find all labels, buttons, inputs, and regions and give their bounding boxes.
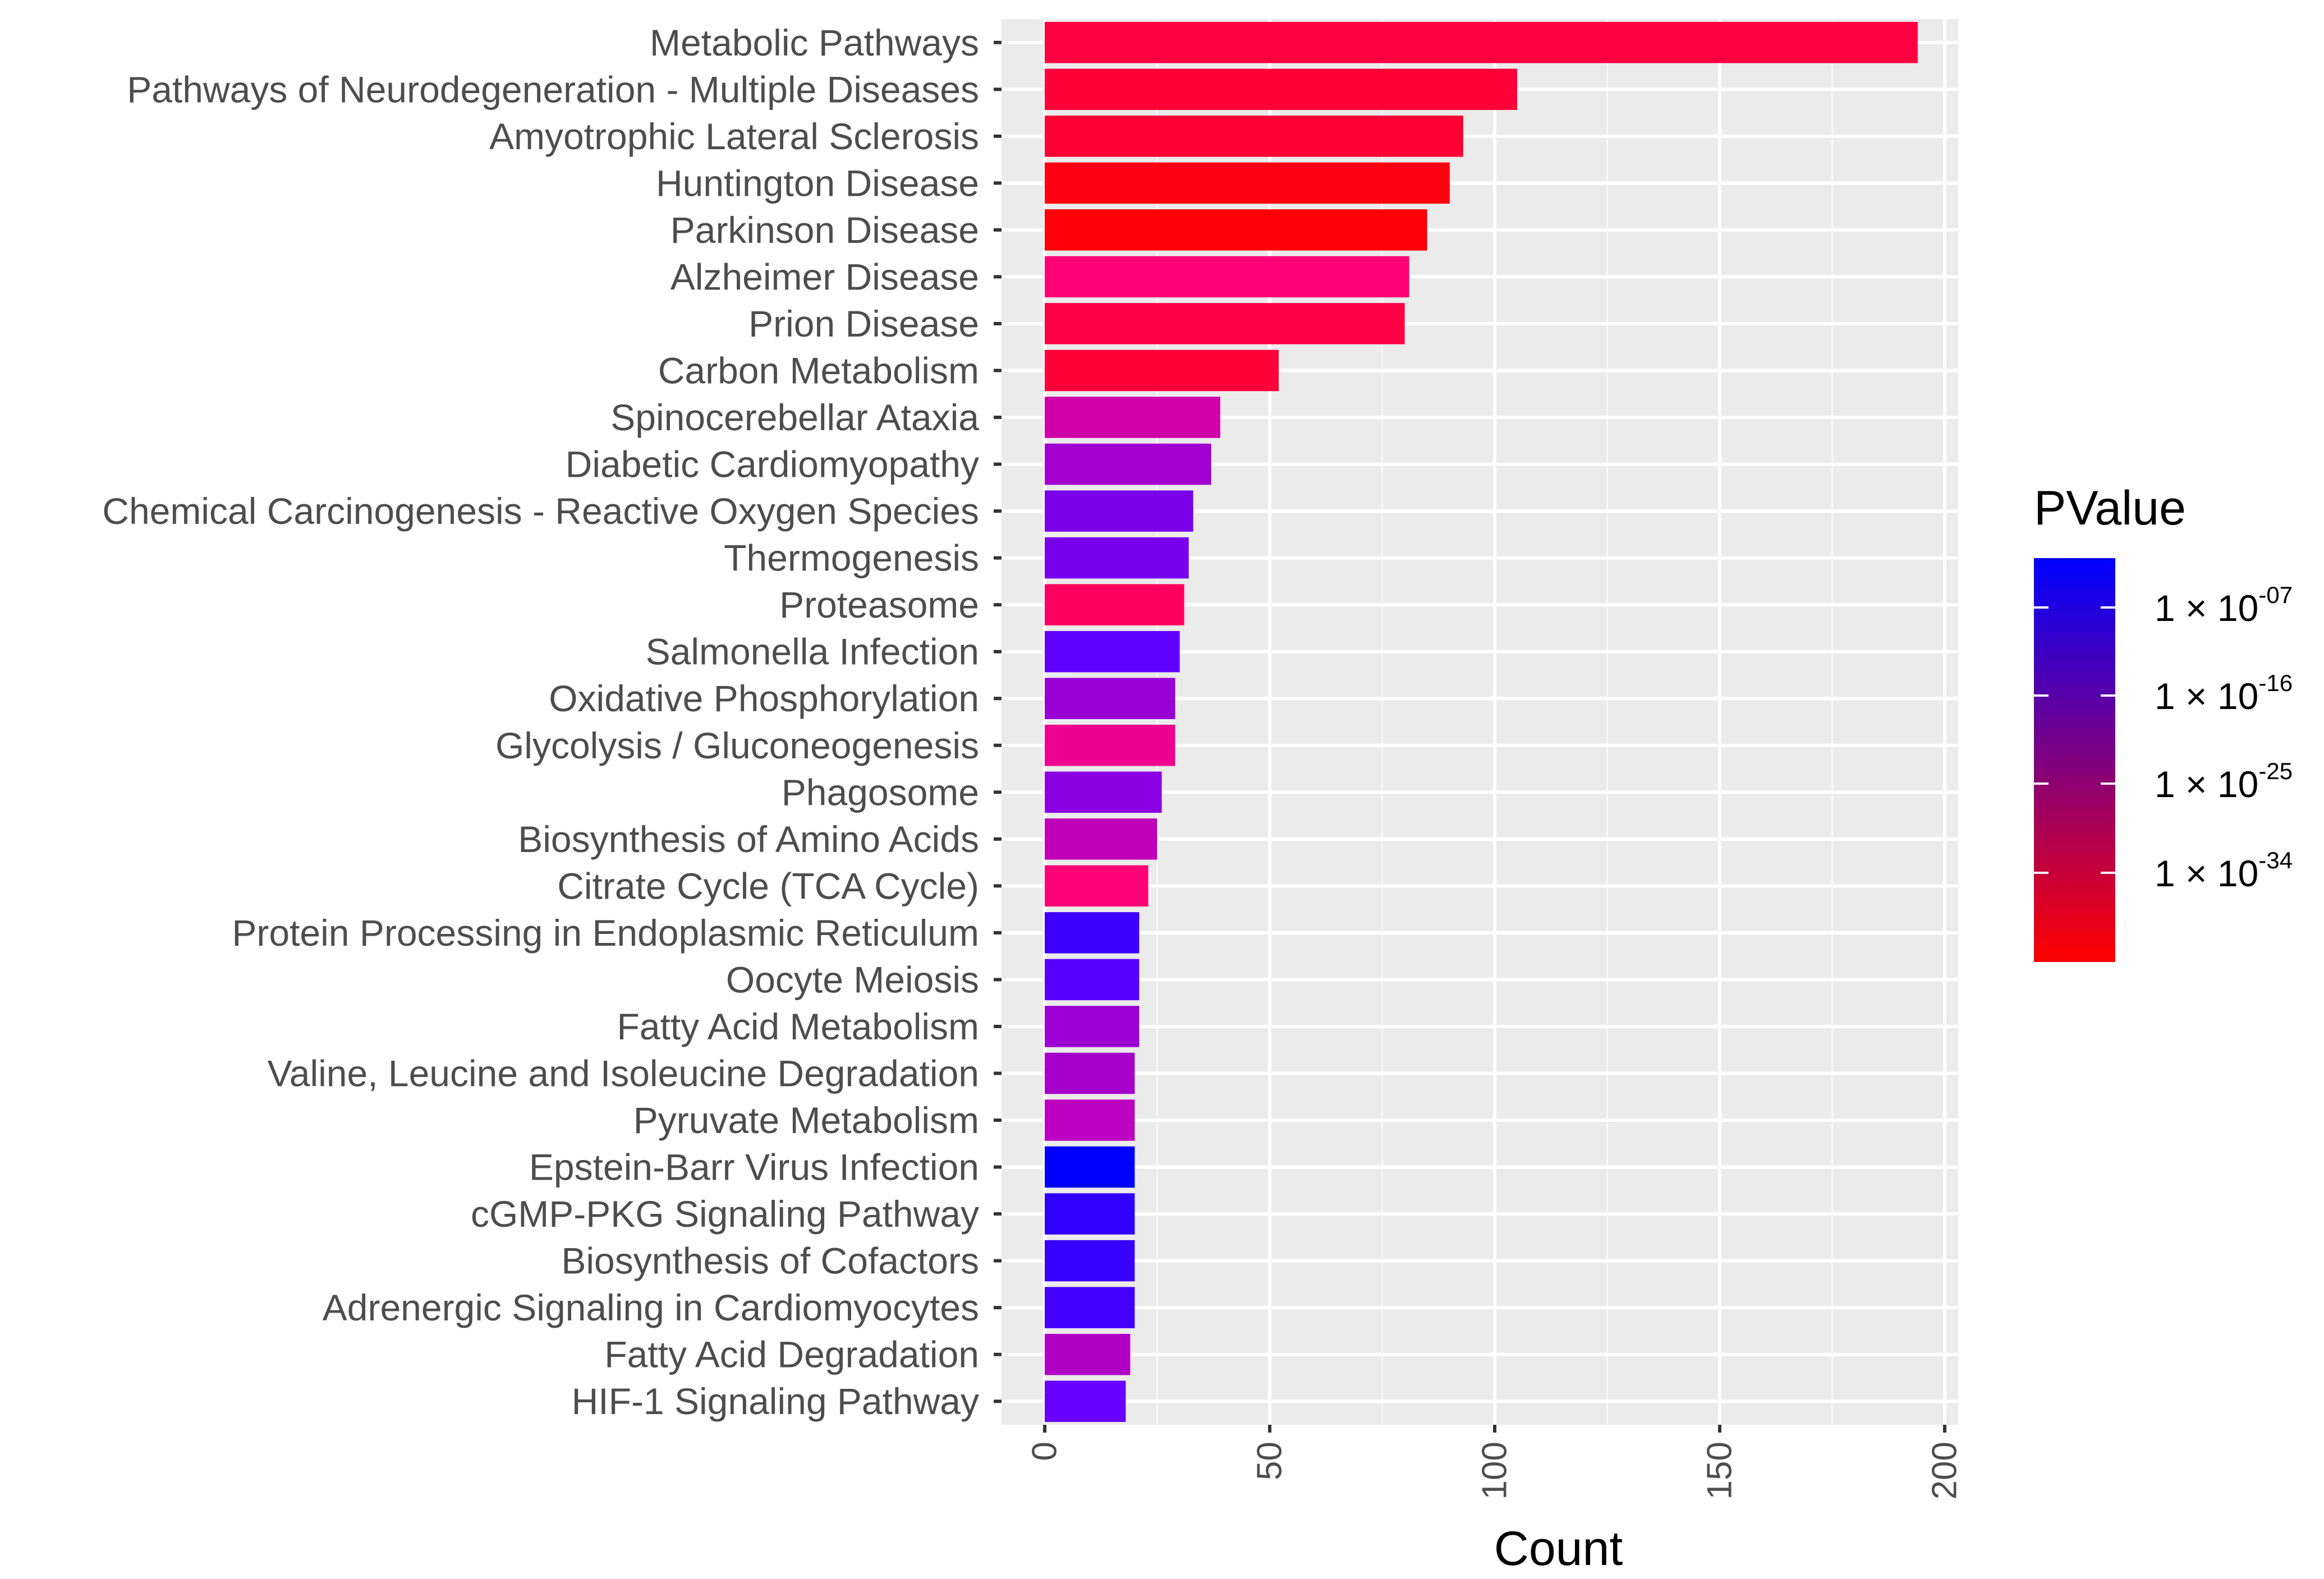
x-tick-label: 50: [1251, 1442, 1289, 1480]
category-label: Pathways of Neurodegeneration - Multiple…: [127, 68, 979, 110]
category-label: Metabolic Pathways: [650, 22, 979, 63]
bar: [1045, 22, 1918, 63]
bar: [1045, 1380, 1126, 1422]
category-label: Biosynthesis of Amino Acids: [518, 818, 979, 860]
bar: [1045, 1193, 1135, 1235]
bar: [1045, 865, 1149, 907]
bar: [1045, 490, 1193, 532]
x-tick-label: 150: [1701, 1442, 1739, 1499]
bar: [1045, 1240, 1135, 1282]
bar: [1045, 349, 1279, 392]
category-label: Prion Disease: [748, 303, 979, 344]
category-label: Glycolysis / Gluconeogenesis: [495, 725, 979, 766]
bar: [1045, 68, 1518, 111]
legend-colorbar: [2034, 558, 2115, 962]
category-label: Biosynthesis of Cofactors: [561, 1240, 979, 1282]
category-label: cGMP-PKG Signaling Pathway: [471, 1193, 979, 1235]
category-label: Diabetic Cardiomyopathy: [566, 444, 979, 485]
category-label: HIF-1 Signaling Pathway: [572, 1380, 979, 1422]
bar: [1045, 678, 1175, 719]
bar: [1045, 443, 1211, 485]
legend-ticks: 1 × 10-07 1 × 10-16 1 × 10-25 1 × 10-34: [2034, 582, 2293, 894]
bar: [1045, 1333, 1131, 1375]
legend-title: PValue: [2034, 481, 2186, 535]
legend-tick-label: 1 × 10-07: [2155, 582, 2293, 629]
category-label: Spinocerebellar Ataxia: [610, 397, 979, 438]
legend-tick-label: 1 × 10-25: [2155, 758, 2293, 805]
category-label: Epstein-Barr Virus Infection: [529, 1147, 979, 1188]
bar: [1045, 630, 1180, 673]
bar: [1045, 116, 1463, 157]
bar: [1045, 1006, 1140, 1047]
x-tick-label: 200: [1926, 1442, 1964, 1499]
category-label: Thermogenesis: [724, 537, 979, 579]
bar: [1045, 1099, 1135, 1141]
category-label: Pyruvate Metabolism: [633, 1099, 979, 1141]
category-label: Proteasome: [779, 584, 979, 625]
category-label: Citrate Cycle (TCA Cycle): [557, 865, 979, 906]
bar: [1045, 584, 1184, 625]
bars: [1045, 22, 1918, 1422]
bar: [1045, 162, 1450, 204]
bar: [1045, 1287, 1135, 1328]
x-axis: 0 50 100 150 200: [1026, 1425, 1964, 1499]
x-axis-title: Count: [1494, 1522, 1623, 1576]
legend-tick-label: 1 × 10-34: [2155, 847, 2293, 894]
bar: [1045, 818, 1158, 860]
bar: [1045, 303, 1405, 344]
x-tick-label: 0: [1026, 1442, 1064, 1461]
category-label: Huntington Disease: [656, 162, 979, 204]
bar: [1045, 771, 1162, 813]
category-label: Salmonella Infection: [646, 631, 979, 673]
category-label: Valine, Leucine and Isoleucine Degradati…: [268, 1053, 979, 1094]
category-axis: Metabolic Pathways Pathways of Neurodegen…: [102, 22, 1002, 1422]
category-label: Protein Processing in Endoplasmic Reticu…: [232, 912, 979, 954]
plot-panel: [1002, 19, 1958, 1425]
bar: [1045, 256, 1409, 298]
category-label: Alzheimer Disease: [670, 256, 979, 297]
bar: [1045, 912, 1140, 954]
bar: [1045, 209, 1427, 251]
bar: [1045, 1146, 1135, 1188]
bar: [1045, 725, 1175, 766]
category-label: Adrenergic Signaling in Cardiomyocytes: [323, 1287, 979, 1328]
category-label: Carbon Metabolism: [658, 350, 979, 392]
x-tick-label: 100: [1476, 1442, 1514, 1499]
legend-tick-label: 1 × 10-16: [2155, 670, 2293, 717]
category-label: Chemical Carcinogenesis - Reactive Oxyge…: [102, 490, 979, 532]
grid-lines: [1002, 19, 1958, 1425]
bar: [1045, 1052, 1135, 1094]
category-label: Oocyte Meiosis: [726, 959, 979, 1000]
color-legend: PValue 1 × 10-071 × 10-161 × 10-251 × 10…: [2034, 481, 2293, 962]
bar: [1045, 959, 1140, 1001]
category-label: Fatty Acid Metabolism: [617, 1006, 979, 1047]
category-label: Oxidative Phosphorylation: [549, 678, 979, 719]
category-label: Fatty Acid Degradation: [604, 1334, 979, 1375]
bar: [1045, 537, 1189, 579]
bar: [1045, 397, 1220, 438]
category-label: Amyotrophic Lateral Sclerosis: [489, 116, 979, 157]
category-label: Phagosome: [782, 771, 979, 813]
category-label: Parkinson Disease: [670, 209, 979, 251]
